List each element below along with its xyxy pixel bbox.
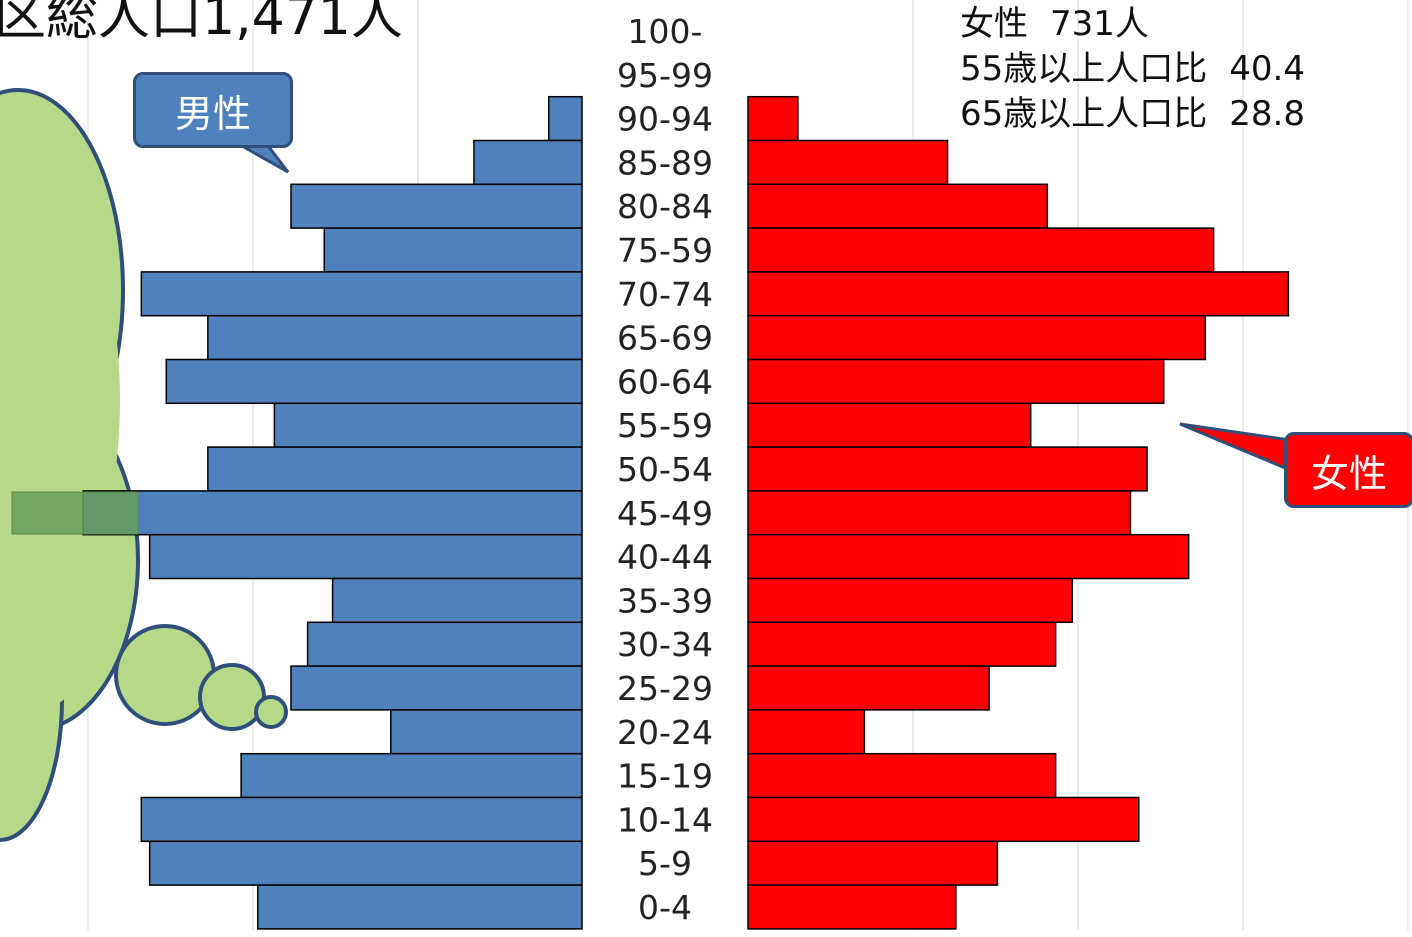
male-bars: [82, 95, 583, 930]
age-label: 95-99: [617, 56, 713, 95]
female-bar-80-84: [747, 183, 1049, 229]
female-bar-60-64: [747, 358, 1165, 405]
age-label: 35-39: [617, 581, 713, 620]
male-bar-5-9: [148, 840, 583, 886]
thought-cloud: [0, 88, 288, 842]
age-label: 45-49: [617, 494, 713, 533]
page-title: 区総人口1,471人: [0, 0, 403, 47]
male-callout: 男性: [133, 72, 293, 148]
male-bar-30-34: [306, 621, 583, 667]
age-label: 20-24: [617, 713, 713, 752]
age-label: 100-: [628, 12, 703, 51]
female-bar-75-59: [747, 227, 1215, 273]
age-label: 55-59: [617, 406, 713, 445]
male-bar-45-49: [82, 490, 583, 536]
male-bar-0-4: [256, 884, 583, 930]
age-label: 60-64: [617, 362, 713, 401]
female-callout: 女性: [1284, 432, 1412, 508]
highlight-marker: [11, 491, 139, 535]
female-bar-45-49: [747, 490, 1132, 536]
age-label: 10-14: [617, 800, 713, 839]
female-bar-5-9: [747, 840, 999, 886]
female-bar-65-69: [747, 314, 1207, 361]
age-label: 30-34: [617, 625, 713, 664]
female-total-row: 女性 731人: [960, 2, 1305, 47]
female-bar-70-74: [747, 271, 1290, 317]
female-bar-0-4: [747, 884, 957, 930]
ratio65-row: 65歳以上人口比 28.8: [960, 92, 1305, 137]
male-bar-65-69: [207, 314, 583, 361]
age-label: 65-69: [617, 319, 713, 358]
ratio55-row: 55歳以上人口比 40.4: [960, 47, 1305, 92]
male-bar-10-14: [140, 796, 583, 843]
male-bar-60-64: [165, 358, 583, 405]
age-label: 15-19: [617, 757, 713, 796]
male-bar-90-94: [547, 95, 583, 142]
female-bar-15-19: [747, 752, 1057, 799]
female-bar-10-14: [747, 796, 1140, 843]
ratio65-value: 28.8: [1229, 93, 1305, 134]
male-bar-55-59: [273, 402, 583, 448]
age-label: 5-9: [638, 844, 692, 883]
female-bar-85-89: [747, 139, 949, 186]
male-bar-40-44: [148, 533, 583, 580]
female-bar-50-54: [747, 446, 1148, 492]
age-label: 70-74: [617, 275, 713, 314]
female-bar-35-39: [747, 577, 1074, 624]
age-label: 25-29: [617, 669, 713, 708]
male-bar-25-29: [290, 665, 583, 711]
age-label: 90-94: [617, 100, 713, 139]
female-callout-tail: [1179, 422, 1292, 473]
female-bar-55-59: [747, 402, 1032, 448]
female-bar-30-34: [747, 621, 1057, 667]
female-total-value: 731人: [1050, 4, 1149, 44]
male-bar-50-54: [207, 446, 583, 492]
male-bar-70-74: [140, 271, 583, 317]
male-bar-80-84: [290, 183, 583, 229]
age-group-labels: 100- 95-99 90-94 85-89 80-84 75-59 70-74 65-69 6…: [617, 12, 713, 927]
male-bar-85-89: [473, 139, 583, 186]
stats-panel: 女性 731人 55歳以上人口比 40.4 65歳以上人口比 28.8: [960, 2, 1305, 137]
age-label: 40-44: [617, 538, 713, 577]
age-label: 85-89: [617, 143, 713, 182]
female-bars: [747, 95, 1290, 930]
male-bar-35-39: [331, 577, 583, 624]
ratio55-label: 55歳以上人口比: [960, 48, 1208, 89]
female-bar-90-94: [747, 95, 799, 142]
female-bar-40-44: [747, 533, 1190, 580]
ratio65-label: 65歳以上人口比: [960, 93, 1208, 134]
age-label: 0-4: [638, 888, 692, 927]
age-label: 50-54: [617, 450, 713, 489]
ratio55-value: 40.4: [1229, 48, 1305, 89]
female-bar-25-29: [747, 665, 990, 711]
male-bar-20-24: [390, 709, 583, 755]
male-bar-75-59: [323, 227, 583, 273]
age-label: 75-59: [617, 231, 713, 270]
female-total-label: 女性: [960, 4, 1028, 44]
male-bar-15-19: [240, 752, 583, 799]
age-label: 80-84: [617, 187, 713, 226]
female-bar-20-24: [747, 709, 866, 755]
